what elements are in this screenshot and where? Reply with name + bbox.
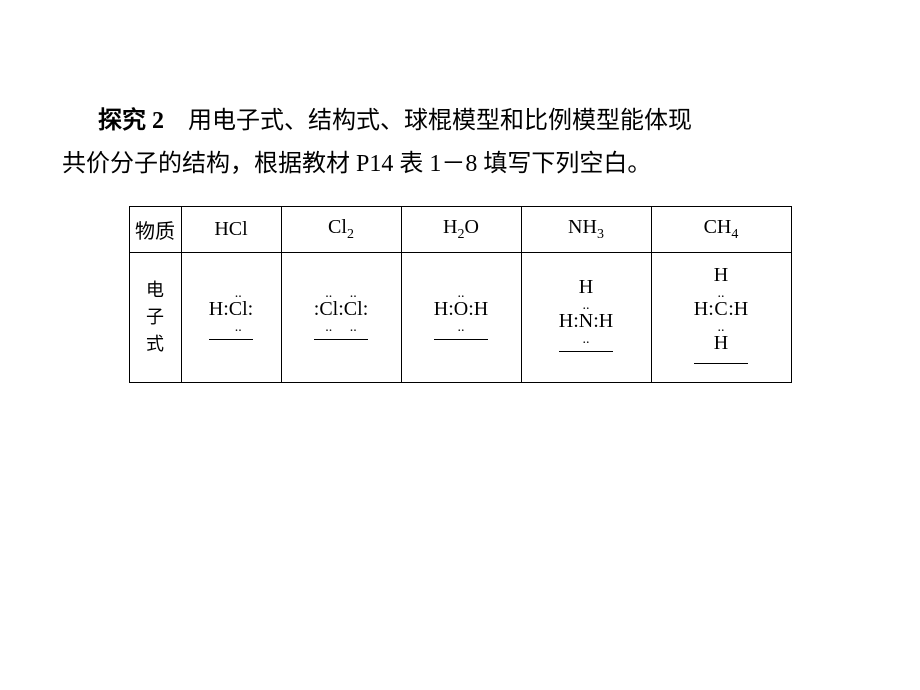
table-header-row: 物质 HCl Cl2 H2O NH3 CH4 <box>129 207 791 253</box>
header-hcl: HCl <box>181 207 281 253</box>
line1-rest: 用电子式、结构式、球棍模型和比例模型能体现 <box>164 108 692 134</box>
table-data-row: 电子式 H : .. Cl .. <box>129 253 791 383</box>
row-label-electron: 电子式 <box>129 253 181 383</box>
bold-label: 探究 2 <box>98 108 164 134</box>
formula-hcl: H : .. Cl .. : <box>209 287 253 340</box>
paragraph-block: 探究 2 用电子式、结构式、球棍模型和比例模型能体现 共价分子的结构，根据教材 … <box>50 100 870 186</box>
header-cl2: Cl2 <box>281 207 401 253</box>
cell-hcl-formula: H : .. Cl .. : <box>181 253 281 383</box>
header-label-cell: 物质 <box>129 207 181 253</box>
cell-cl2-formula: : .. Cl .. : .. Cl .. <box>281 253 401 383</box>
paragraph-line-2: 共价分子的结构，根据教材 P14 表 1－8 填写下列空白。 <box>50 143 870 186</box>
chemistry-table: 物质 HCl Cl2 H2O NH3 CH4 电子式 <box>129 206 792 383</box>
cell-nh3-formula: H : H .. N .. <box>521 253 651 383</box>
cell-h2o-formula: H : .. O .. : <box>401 253 521 383</box>
formula-h2o: H : .. O .. : <box>434 287 488 340</box>
formula-nh3: H : H .. N .. <box>559 275 613 352</box>
formula-ch4: H : H .. C .. H <box>694 263 748 364</box>
cell-ch4-formula: H : H .. C .. H <box>651 253 791 383</box>
row-label-text: 电子式 <box>130 277 181 358</box>
header-h2o: H2O <box>401 207 521 253</box>
header-nh3: NH3 <box>521 207 651 253</box>
header-ch4: CH4 <box>651 207 791 253</box>
table-container: 物质 HCl Cl2 H2O NH3 CH4 电子式 <box>50 206 870 383</box>
formula-cl2: : .. Cl .. : .. Cl .. <box>314 287 369 340</box>
paragraph-line-1: 探究 2 用电子式、结构式、球棍模型和比例模型能体现 <box>50 100 870 143</box>
